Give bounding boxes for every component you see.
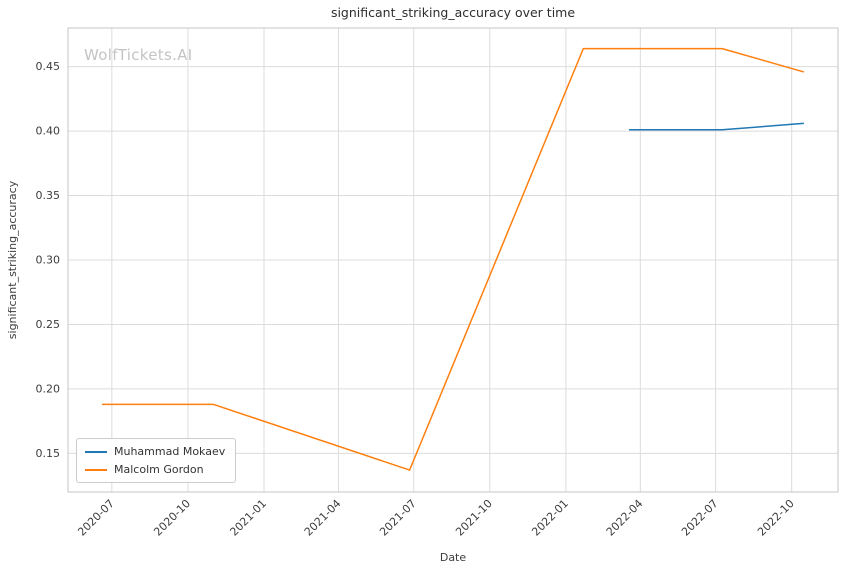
watermark: WolfTickets.AI bbox=[84, 46, 192, 64]
x-tick-label: 2020-10 bbox=[151, 497, 193, 539]
y-tick-label: 0.45 bbox=[36, 60, 61, 73]
legend-label: Malcolm Gordon bbox=[114, 463, 204, 476]
x-tick-label: 2021-01 bbox=[227, 497, 269, 539]
legend-line-icon bbox=[85, 468, 107, 471]
x-tick-label: 2021-10 bbox=[453, 497, 495, 539]
legend-line-icon bbox=[85, 450, 107, 453]
plot-border bbox=[67, 27, 839, 493]
y-axis-label: significant_striking_accuracy bbox=[6, 180, 19, 339]
legend-item-muhammad-mokaev: Muhammad Mokaev bbox=[85, 445, 225, 458]
y-tick-label: 0.20 bbox=[36, 382, 61, 395]
legend-item-malcolm-gordon: Malcolm Gordon bbox=[85, 463, 225, 476]
legend-label: Muhammad Mokaev bbox=[114, 445, 226, 458]
x-tick-label: 2022-01 bbox=[529, 497, 571, 539]
x-tick-label: 2022-10 bbox=[755, 497, 797, 539]
chart-title: significant_striking_accuracy over time bbox=[331, 5, 575, 20]
x-tick-label: 2022-04 bbox=[604, 497, 646, 539]
y-tick-label: 0.30 bbox=[36, 254, 61, 267]
x-tick-label: 2021-04 bbox=[302, 497, 344, 539]
x-tick-label: 2021-07 bbox=[377, 497, 419, 539]
legend: Muhammad Mokaev Malcolm Gordon bbox=[76, 438, 237, 483]
x-tick-label: 2022-07 bbox=[679, 497, 721, 539]
series-line-muhammad-mokaev bbox=[628, 122, 805, 131]
series-line-malcolm-gordon bbox=[101, 47, 805, 471]
y-tick-label: 0.15 bbox=[36, 447, 61, 460]
x-tick-label: 2020-07 bbox=[75, 497, 117, 539]
y-tick-label: 0.35 bbox=[36, 189, 61, 202]
y-tick-label: 0.25 bbox=[36, 318, 61, 331]
y-tick-label: 0.40 bbox=[36, 125, 61, 138]
x-axis-label: Date bbox=[440, 551, 467, 564]
